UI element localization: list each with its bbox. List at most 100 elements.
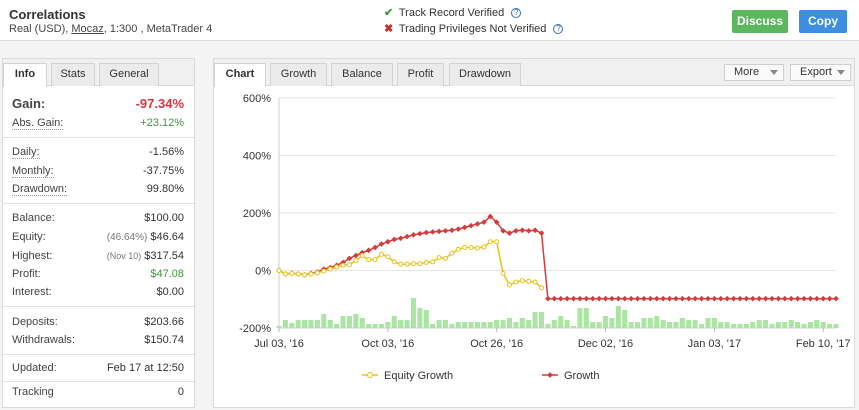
data-point [653, 295, 660, 302]
y-tick-label: 400% [243, 151, 271, 163]
volume-bar [487, 322, 493, 328]
checkmark-icon: ✔ [384, 7, 394, 19]
data-point [621, 295, 628, 302]
tab-chart[interactable]: Chart [214, 63, 266, 87]
volume-bar [468, 322, 474, 328]
data-point [385, 238, 391, 245]
data-point [295, 271, 301, 277]
data-point [788, 295, 795, 302]
volume-bar [724, 322, 730, 328]
data-point [481, 219, 487, 226]
data-point [794, 295, 801, 302]
data-point [353, 257, 359, 263]
tab-balance[interactable]: Balance [331, 63, 393, 86]
data-point [813, 295, 820, 302]
volume-bar [334, 324, 340, 328]
export-dropdown[interactable]: Export [790, 64, 851, 81]
chart-grid [278, 97, 836, 329]
withdrawals-row: Withdrawals: $150.74 [3, 332, 196, 350]
tracking-value: 0 [177, 386, 184, 398]
daily-label[interactable]: Daily: [12, 146, 40, 159]
volume-bar [302, 320, 308, 328]
volume-bar [558, 316, 564, 328]
data-point [334, 264, 340, 270]
volume-bar [743, 324, 749, 328]
data-point [513, 279, 519, 285]
data-point [826, 295, 833, 302]
profit-value: $47.08 [150, 268, 184, 280]
copy-button[interactable]: Copy [799, 10, 847, 33]
cross-icon: ✖ [384, 23, 394, 35]
track-record-text: Track Record Verified [398, 7, 505, 19]
y-tick-label: -200% [239, 323, 271, 335]
broker-link[interactable]: Mocaz [71, 23, 104, 35]
more-label: More [734, 66, 760, 78]
growth-chart[interactable]: 600% 400% 200% 0% -200% Jul 03, '16 Oct 03, '… [214, 86, 854, 408]
data-point [705, 295, 711, 302]
volume-bar [551, 320, 557, 328]
data-point [602, 295, 609, 302]
discuss-button[interactable]: Discuss [732, 10, 788, 33]
tab-growth[interactable]: Growth [270, 63, 327, 86]
chart-legend[interactable]: Equity Growth Growth [362, 370, 599, 382]
drawdown-label[interactable]: Drawdown: [12, 183, 68, 196]
data-point [564, 295, 570, 302]
data-point [494, 239, 500, 245]
volume-bar [788, 320, 794, 328]
abs-gain-row: Abs. Gain: +23.12% [3, 115, 196, 133]
tracking-label: Tracking [12, 386, 54, 398]
gain-value: -97.34% [135, 96, 184, 111]
volume-bar [667, 322, 673, 328]
tab-stats[interactable]: Stats [51, 63, 95, 86]
data-point [833, 295, 839, 302]
data-point [391, 236, 398, 243]
volume-bar [583, 308, 589, 328]
monthly-label[interactable]: Monthly: [12, 165, 54, 178]
volume-bar [423, 310, 429, 328]
volume-bar [404, 320, 410, 328]
tab-profit[interactable]: Profit [397, 63, 444, 86]
volume-bar [359, 318, 365, 328]
gain-row: Gain: -97.34% [3, 96, 196, 114]
volume-bar [807, 322, 813, 328]
privileges-text: Trading Privileges Not Verified [398, 23, 547, 35]
data-point [449, 250, 455, 256]
more-dropdown[interactable]: More [724, 64, 784, 81]
volume-bar [449, 324, 455, 328]
help-icon[interactable]: ? [553, 24, 564, 34]
highest-value-group: (Nov 10) $317.54 [107, 250, 184, 262]
volume-bar [673, 322, 679, 328]
volume-bar [500, 320, 506, 328]
interest-label: Interest: [12, 286, 52, 298]
data-point [378, 251, 384, 257]
data-point [474, 245, 480, 251]
abs-gain-label[interactable]: Abs. Gain: [12, 117, 64, 130]
volume-bar [711, 318, 717, 328]
tab-drawdown[interactable]: Drawdown [449, 63, 521, 86]
data-point [660, 295, 666, 302]
volume-bar [327, 320, 333, 328]
page-title: Correlations [9, 7, 86, 22]
help-icon[interactable]: ? [511, 8, 522, 18]
balance-row: Balance: $100.00 [3, 210, 196, 228]
volume-bar [763, 320, 769, 328]
tab-info[interactable]: Info [3, 63, 47, 87]
volume-bar [686, 320, 692, 328]
volume-bar [391, 316, 397, 328]
volume-bar [718, 322, 724, 328]
tab-general[interactable]: General [99, 63, 159, 86]
volume-bar [385, 322, 391, 328]
data-point [807, 295, 814, 302]
daily-row: Daily: -1.56% [3, 144, 196, 162]
divider [3, 381, 196, 382]
data-point [583, 295, 590, 302]
data-point [717, 295, 724, 302]
data-point [455, 226, 462, 232]
account-details: Real (USD), Mocaz, 1:300 , MetaTrader 4 [9, 23, 212, 35]
data-point [634, 295, 641, 302]
data-point [730, 295, 737, 302]
divider [3, 203, 196, 204]
divider [3, 354, 196, 355]
data-point [615, 295, 622, 302]
y-tick-label: 600% [243, 93, 271, 105]
